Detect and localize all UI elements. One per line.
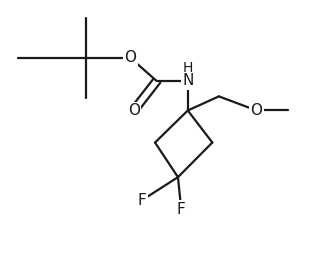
Text: O: O xyxy=(125,50,137,66)
Text: O: O xyxy=(250,103,262,118)
Text: F: F xyxy=(138,193,146,208)
Text: F: F xyxy=(177,202,185,217)
Text: O: O xyxy=(128,103,140,118)
Text: H: H xyxy=(182,61,193,75)
Text: N: N xyxy=(182,74,193,89)
